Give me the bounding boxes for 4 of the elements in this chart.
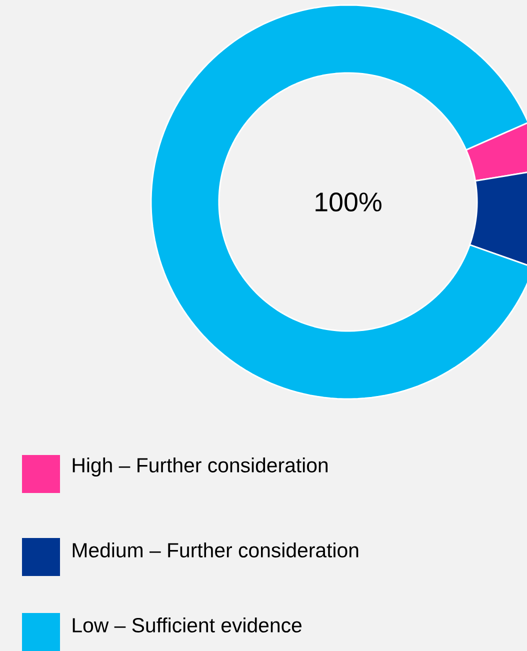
- legend-label: Medium – Further consideration: [72, 542, 358, 558]
- text: 100%: [316, 192, 382, 212]
- legend-label: Low – Sufficient evidence: [72, 617, 302, 632]
- legend-label: High – Further consideration: [72, 457, 328, 477]
